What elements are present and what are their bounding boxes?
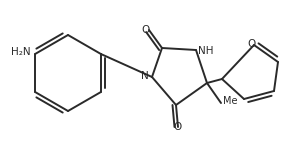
Text: O: O xyxy=(248,39,256,49)
Text: H₂N: H₂N xyxy=(11,47,31,57)
Text: O: O xyxy=(142,25,150,35)
Text: O: O xyxy=(174,122,182,132)
Text: N: N xyxy=(141,71,149,81)
Text: NH: NH xyxy=(198,46,213,56)
Text: Me: Me xyxy=(223,96,237,106)
